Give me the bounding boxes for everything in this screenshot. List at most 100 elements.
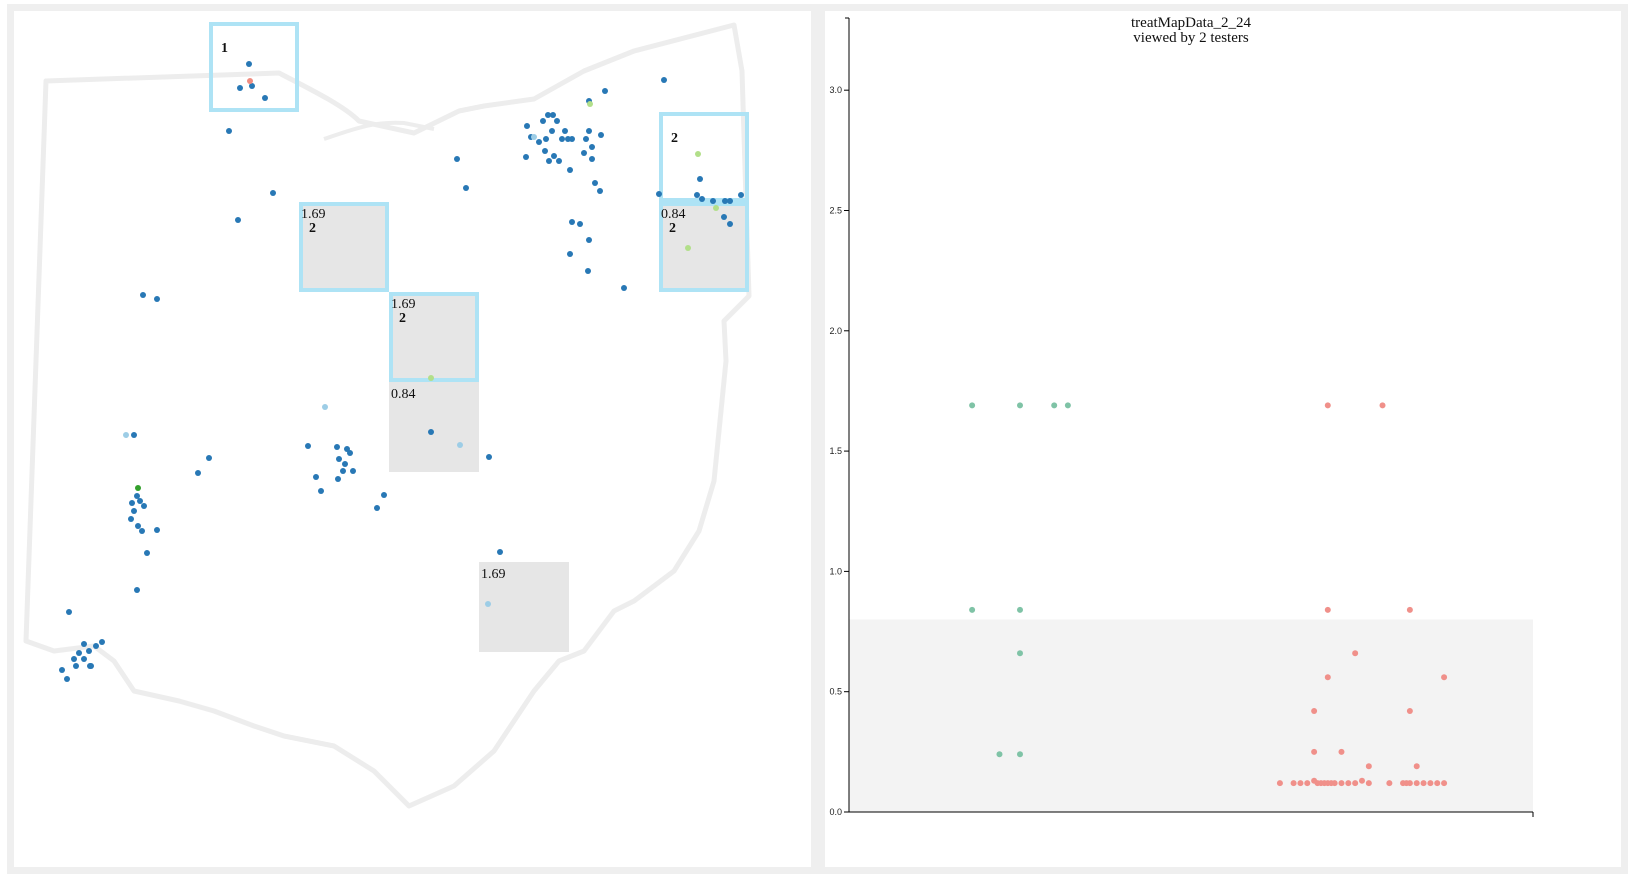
data-point[interactable] — [1379, 402, 1386, 409]
location-dot[interactable] — [93, 643, 99, 649]
location-dot[interactable] — [139, 528, 145, 534]
location-dot[interactable] — [71, 656, 77, 662]
location-dot[interactable] — [550, 112, 556, 118]
location-dot[interactable] — [598, 132, 604, 138]
location-dot[interactable] — [577, 221, 583, 227]
location-dot[interactable] — [542, 148, 548, 154]
data-point[interactable] — [1352, 780, 1359, 787]
data-point[interactable] — [1017, 650, 1023, 657]
data-point[interactable] — [1311, 707, 1318, 714]
location-dot[interactable] — [99, 639, 105, 645]
location-dot[interactable] — [722, 198, 728, 204]
location-dot[interactable] — [129, 500, 135, 506]
location-dot[interactable] — [226, 128, 232, 134]
location-dot[interactable] — [485, 601, 491, 607]
location-dot[interactable] — [64, 676, 70, 682]
location-dot[interactable] — [381, 492, 387, 498]
location-dot[interactable] — [586, 237, 592, 243]
data-point[interactable] — [1406, 606, 1413, 613]
data-point[interactable] — [1051, 402, 1058, 409]
location-dot[interactable] — [697, 176, 703, 182]
location-dot[interactable] — [154, 527, 160, 533]
location-dot[interactable] — [140, 292, 146, 298]
location-dot[interactable] — [350, 468, 356, 474]
location-dot[interactable] — [589, 144, 595, 150]
location-dot[interactable] — [66, 609, 72, 615]
data-point[interactable] — [1290, 780, 1297, 787]
location-dot[interactable] — [141, 503, 147, 509]
data-point[interactable] — [1276, 780, 1283, 787]
location-dot[interactable] — [685, 245, 691, 251]
data-point[interactable] — [1365, 780, 1372, 787]
location-dot[interactable] — [546, 158, 552, 164]
location-dot[interactable] — [270, 190, 276, 196]
location-dot[interactable] — [545, 112, 551, 118]
location-dot[interactable] — [374, 505, 380, 511]
data-point[interactable] — [1324, 674, 1331, 681]
location-dot[interactable] — [587, 101, 593, 107]
location-dot[interactable] — [569, 136, 575, 142]
location-dot[interactable] — [559, 136, 565, 142]
location-dot[interactable] — [305, 443, 311, 449]
grid-cell[interactable]: 0.842 — [659, 202, 749, 292]
data-point[interactable] — [1338, 780, 1345, 787]
location-dot[interactable] — [486, 454, 492, 460]
location-dot[interactable] — [73, 663, 79, 669]
data-point[interactable] — [1017, 606, 1023, 613]
grid-cell[interactable]: 1 — [209, 22, 299, 112]
location-dot[interactable] — [583, 136, 589, 142]
data-point[interactable] — [1331, 780, 1338, 787]
location-dot[interactable] — [135, 485, 141, 491]
location-dot[interactable] — [334, 444, 340, 450]
location-dot[interactable] — [531, 134, 537, 140]
location-dot[interactable] — [581, 150, 587, 156]
location-dot[interactable] — [497, 549, 503, 555]
data-point[interactable] — [1441, 674, 1448, 681]
location-dot[interactable] — [246, 61, 252, 67]
location-dot[interactable] — [457, 442, 463, 448]
location-dot[interactable] — [347, 450, 353, 456]
location-dot[interactable] — [247, 78, 253, 84]
grid-cell[interactable]: 1.692 — [299, 202, 389, 292]
location-dot[interactable] — [738, 192, 744, 198]
location-dot[interactable] — [524, 123, 530, 129]
location-dot[interactable] — [543, 136, 549, 142]
data-point[interactable] — [1359, 777, 1365, 784]
location-dot[interactable] — [589, 156, 595, 162]
location-dot[interactable] — [549, 128, 555, 134]
location-dot[interactable] — [721, 214, 727, 220]
location-dot[interactable] — [154, 296, 160, 302]
location-dot[interactable] — [88, 663, 94, 669]
location-dot[interactable] — [137, 498, 143, 504]
data-point[interactable] — [1406, 780, 1413, 787]
location-dot[interactable] — [694, 192, 700, 198]
location-dot[interactable] — [554, 118, 560, 124]
location-dot[interactable] — [313, 474, 319, 480]
location-dot[interactable] — [318, 488, 324, 494]
location-dot[interactable] — [134, 587, 140, 593]
location-dot[interactable] — [144, 550, 150, 556]
grid-cell[interactable]: 0.84 — [389, 382, 479, 472]
location-dot[interactable] — [569, 219, 575, 225]
location-dot[interactable] — [695, 151, 701, 157]
location-dot[interactable] — [340, 468, 346, 474]
data-point[interactable] — [1017, 751, 1023, 758]
location-dot[interactable] — [567, 167, 573, 173]
data-point[interactable] — [1345, 780, 1352, 787]
data-point[interactable] — [1420, 780, 1427, 787]
data-point[interactable] — [1434, 780, 1441, 787]
data-point[interactable] — [969, 402, 976, 409]
location-dot[interactable] — [235, 217, 241, 223]
location-dot[interactable] — [335, 476, 341, 482]
location-dot[interactable] — [428, 429, 434, 435]
location-dot[interactable] — [76, 650, 82, 656]
data-point[interactable] — [1017, 402, 1023, 409]
data-point[interactable] — [1297, 780, 1304, 787]
data-point[interactable] — [1338, 748, 1345, 755]
data-point[interactable] — [1352, 650, 1359, 657]
location-dot[interactable] — [463, 185, 469, 191]
data-point[interactable] — [1324, 606, 1331, 613]
location-dot[interactable] — [237, 85, 243, 91]
location-dot[interactable] — [342, 461, 348, 467]
